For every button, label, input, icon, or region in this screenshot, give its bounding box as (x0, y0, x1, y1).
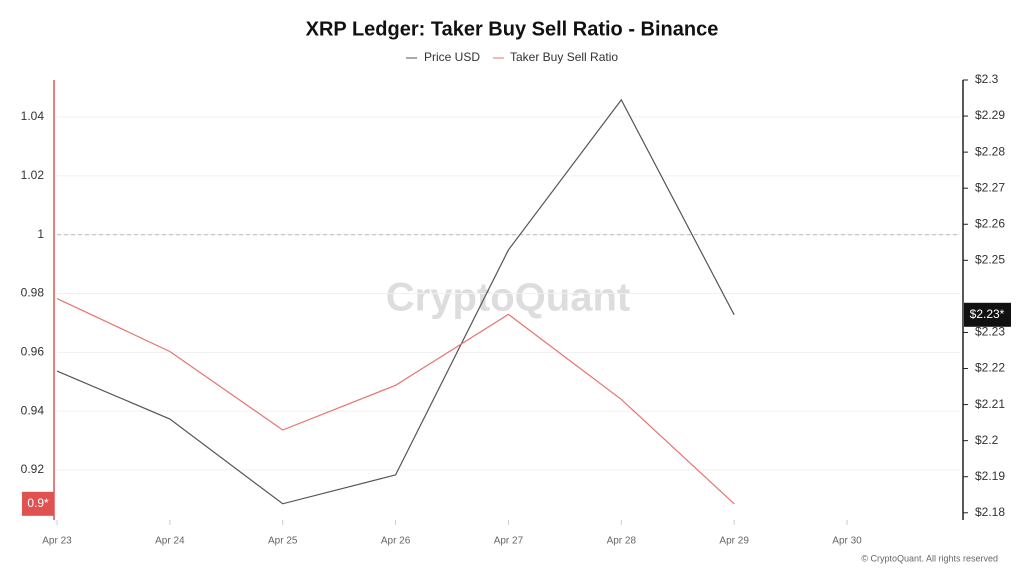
y2-tick-label: $2.26 (975, 216, 1005, 230)
y2-tick-label: $2.22 (975, 361, 1005, 375)
y2-tick-label: $2.25 (975, 252, 1005, 266)
y2-tick-label: $2.21 (975, 397, 1005, 411)
x-tick-label: Apr 28 (607, 536, 637, 547)
y2-tick-label: $2.19 (975, 469, 1005, 483)
y2-tick-label: $2.18 (975, 505, 1005, 519)
y2-tick-label: $2.23 (975, 325, 1005, 339)
series-line (56, 297, 735, 505)
y2-tick-label: $2.27 (975, 180, 1005, 194)
x-tick-label: Apr 25 (268, 536, 298, 547)
y-tick-label: 0.96 (21, 345, 45, 359)
current-value-label: 0.9* (27, 496, 49, 510)
y2-tick-label: $2.28 (975, 144, 1005, 158)
x-tick-label: Apr 24 (155, 536, 185, 547)
y2-tick-label: $2.29 (975, 108, 1005, 122)
current-value-box (22, 491, 54, 516)
chart-title: XRP Ledger: Taker Buy Sell Ratio - Binan… (306, 18, 719, 40)
legend-label: Taker Buy Sell Ratio (510, 50, 618, 64)
legend-label: Price USD (424, 50, 480, 64)
x-tick-label: Apr 23 (42, 536, 72, 547)
y-tick-label: 1.02 (21, 168, 45, 182)
y-tick-label: 0.94 (21, 403, 45, 417)
y-tick-label: 0.98 (21, 286, 45, 300)
series-line (56, 98, 735, 505)
x-tick-label: Apr 27 (494, 536, 524, 547)
current-value-label: $2.23* (970, 307, 1005, 321)
watermark: CryptoQuant (386, 276, 630, 320)
current-value-box (964, 302, 1011, 327)
y-tick-label: 1.04 (21, 109, 45, 123)
x-tick-label: Apr 26 (381, 536, 411, 547)
y2-tick-label: $2.2 (975, 433, 999, 447)
y-tick-label: 0.92 (21, 462, 45, 476)
x-tick-label: Apr 29 (719, 536, 749, 547)
y-tick-label: 1 (37, 227, 44, 241)
footer: © CryptoQuant. All rights reserved (861, 553, 998, 563)
x-tick-label: Apr 30 (832, 536, 862, 547)
y2-tick-label: $2.3 (975, 72, 999, 86)
